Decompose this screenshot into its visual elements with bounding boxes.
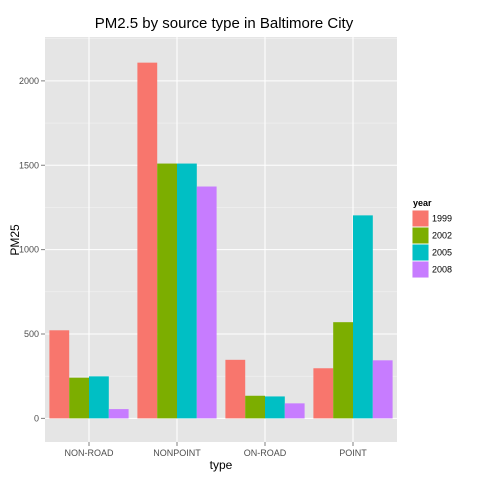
y-tick-label: 2000 bbox=[19, 76, 39, 86]
bar-nonpoint-2005 bbox=[177, 163, 197, 419]
bar-nonpoint-1999 bbox=[137, 62, 158, 419]
bar-on-road-2008 bbox=[284, 403, 305, 419]
y-tick-label: 0 bbox=[34, 413, 39, 423]
y-tick-label: 1500 bbox=[19, 160, 39, 170]
y-tick-label: 1000 bbox=[19, 245, 39, 255]
x-tick-label: POINT bbox=[339, 448, 367, 458]
legend-label-1999: 1999 bbox=[432, 214, 452, 224]
legend-swatch-1999 bbox=[412, 210, 429, 227]
y-axis-title: PM25 bbox=[8, 224, 22, 256]
bar-on-road-2002 bbox=[245, 395, 265, 419]
bar-point-2005 bbox=[353, 215, 373, 419]
legend-label-2008: 2008 bbox=[432, 265, 452, 275]
bar-on-road-2005 bbox=[265, 396, 285, 419]
bar-nonpoint-2008 bbox=[196, 186, 217, 419]
x-tick-label: NON-ROAD bbox=[65, 448, 114, 458]
legend-label-2005: 2005 bbox=[432, 248, 452, 258]
bar-non-road-2008 bbox=[108, 409, 129, 419]
legend-swatch-2005 bbox=[412, 244, 429, 261]
bar-on-road-1999 bbox=[225, 359, 246, 419]
y-tick-label: 500 bbox=[24, 329, 39, 339]
bar-point-2002 bbox=[333, 322, 353, 419]
legend-swatch-2002 bbox=[412, 227, 429, 244]
chart-title: PM2.5 by source type in Baltimore City bbox=[95, 15, 354, 32]
legend-label-2002: 2002 bbox=[432, 231, 452, 241]
bars bbox=[49, 62, 393, 419]
bar-point-1999 bbox=[313, 368, 334, 419]
x-tick-label: NONPOINT bbox=[153, 448, 201, 458]
bar-non-road-2002 bbox=[69, 377, 89, 419]
bar-point-2008 bbox=[372, 360, 393, 419]
axes: 0 500 1000 1500 2000 NON-ROAD NONPOINT ON-ROAD P… bbox=[19, 76, 367, 458]
legend: year 1999 2002 2005 2008 bbox=[411, 198, 452, 279]
bar-non-road-1999 bbox=[49, 330, 70, 419]
bar-non-road-2005 bbox=[89, 376, 109, 419]
legend-title: year bbox=[413, 198, 432, 208]
x-tick-label: ON-ROAD bbox=[244, 448, 287, 458]
legend-swatch-2008 bbox=[412, 261, 429, 278]
x-axis-title: type bbox=[210, 458, 233, 472]
bar-nonpoint-2002 bbox=[157, 163, 177, 419]
